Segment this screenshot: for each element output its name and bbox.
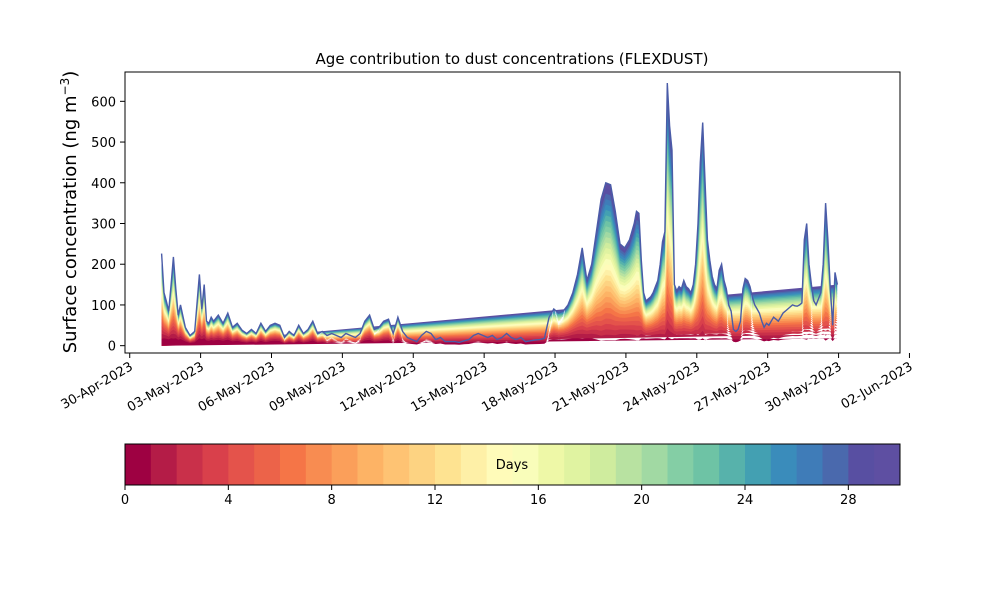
colorbar-swatch-day-26 bbox=[796, 444, 823, 485]
colorbar-swatch-day-27 bbox=[822, 444, 849, 485]
colorbar-tick-label: 20 bbox=[633, 493, 650, 508]
colorbar-swatch-day-24 bbox=[745, 444, 772, 485]
chart-title: Age contribution to dust concentrations … bbox=[316, 50, 709, 68]
x-tick-label: 18-May-2023 bbox=[479, 359, 561, 415]
colorbar-swatch-day-23 bbox=[719, 444, 746, 485]
x-tick-label: 30-May-2023 bbox=[763, 359, 845, 415]
area-band-day-3 bbox=[161, 310, 838, 346]
colorbar-swatch-day-17 bbox=[564, 444, 591, 485]
colorbar-swatch-day-7 bbox=[305, 444, 333, 485]
x-axis-ticks: 30-Apr-202303-May-202306-May-202309-May-… bbox=[59, 353, 916, 415]
colorbar-tick-label: 0 bbox=[121, 493, 129, 508]
colorbar-tick-label: 8 bbox=[328, 493, 336, 508]
colorbar-swatch-day-18 bbox=[590, 444, 617, 485]
colorbar-tick-label: 16 bbox=[530, 493, 547, 508]
area-band-day-1 bbox=[161, 328, 838, 346]
colorbar-swatch-day-2 bbox=[176, 444, 203, 485]
x-tick-label: 09-May-2023 bbox=[267, 359, 349, 415]
x-tick-label: 06-May-2023 bbox=[196, 359, 278, 415]
x-tick-label: 30-Apr-2023 bbox=[59, 359, 136, 412]
stacked-area-layers bbox=[160, 82, 839, 346]
colorbar-swatch-day-14 bbox=[486, 444, 513, 485]
colorbar bbox=[125, 444, 901, 485]
colorbar-frame bbox=[124, 443, 901, 486]
x-tick-label: 02-Jun-2023 bbox=[839, 359, 916, 412]
x-tick-label: 03-May-2023 bbox=[125, 359, 207, 415]
colorbar-swatch-day-19 bbox=[615, 444, 643, 485]
colorbar-swatch-day-25 bbox=[770, 444, 798, 485]
colorbar-tick-label: 4 bbox=[224, 493, 232, 508]
y-axis-label-superscript: −3 bbox=[58, 78, 72, 96]
area-band-day-4 bbox=[161, 301, 838, 346]
y-tick-label: 200 bbox=[91, 258, 116, 273]
x-tick-label: 24-May-2023 bbox=[621, 359, 703, 415]
x-tick-label: 12-May-2023 bbox=[338, 359, 420, 415]
y-axis-ticks: 0 100 200 300 400 500 600 bbox=[91, 95, 125, 355]
colorbar-label: Days bbox=[496, 458, 529, 473]
y-tick-label: 600 bbox=[91, 95, 116, 110]
colorbar-swatch-day-9 bbox=[357, 444, 384, 485]
colorbar-swatch-day-11 bbox=[409, 444, 436, 485]
colorbar-swatch-day-1 bbox=[150, 444, 178, 485]
colorbar-swatch-day-16 bbox=[538, 444, 565, 485]
colorbar-swatch-day-13 bbox=[460, 444, 488, 485]
colorbar-swatch-day-0 bbox=[125, 444, 152, 485]
colorbar-tick-label: 24 bbox=[737, 493, 754, 508]
total-concentration-line bbox=[160, 82, 839, 344]
y-axis-label-main: Surface concentration (ng m bbox=[60, 95, 81, 353]
area-band-day-2 bbox=[161, 319, 838, 346]
colorbar-tick-label: 12 bbox=[427, 493, 444, 508]
colorbar-ticks: 0 4 8 12 16 20 24 28 bbox=[121, 485, 857, 508]
colorbar-swatch-day-29 bbox=[874, 444, 901, 485]
y-axis-label: Surface concentration (ng m−3) bbox=[58, 71, 81, 354]
colorbar-swatch-day-10 bbox=[383, 444, 410, 485]
y-tick-label: 0 bbox=[108, 340, 116, 355]
y-tick-label: 100 bbox=[91, 299, 116, 314]
colorbar-swatch-day-12 bbox=[435, 444, 462, 485]
y-axis-label-close: ) bbox=[60, 71, 81, 78]
colorbar-swatch-day-28 bbox=[848, 444, 875, 485]
y-tick-label: 400 bbox=[91, 177, 116, 192]
colorbar-swatch-day-21 bbox=[667, 444, 694, 485]
colorbar-swatch-day-4 bbox=[228, 444, 255, 485]
colorbar-swatch-day-22 bbox=[693, 444, 720, 485]
x-tick-label: 15-May-2023 bbox=[408, 359, 490, 415]
y-tick-label: 300 bbox=[91, 217, 116, 232]
x-tick-label: 27-May-2023 bbox=[692, 359, 774, 415]
plot-frame bbox=[124, 71, 901, 354]
x-tick-label: 21-May-2023 bbox=[550, 359, 632, 415]
colorbar-swatch-day-6 bbox=[280, 444, 307, 485]
colorbar-swatch-day-3 bbox=[202, 444, 229, 485]
colorbar-swatch-day-5 bbox=[254, 444, 281, 485]
colorbar-swatch-day-8 bbox=[331, 444, 358, 485]
y-tick-label: 500 bbox=[91, 136, 116, 151]
colorbar-tick-label: 28 bbox=[840, 493, 857, 508]
area-band-day-0 bbox=[161, 336, 838, 346]
colorbar-swatch-day-20 bbox=[641, 444, 668, 485]
colorbar-swatch-day-15 bbox=[512, 444, 539, 485]
